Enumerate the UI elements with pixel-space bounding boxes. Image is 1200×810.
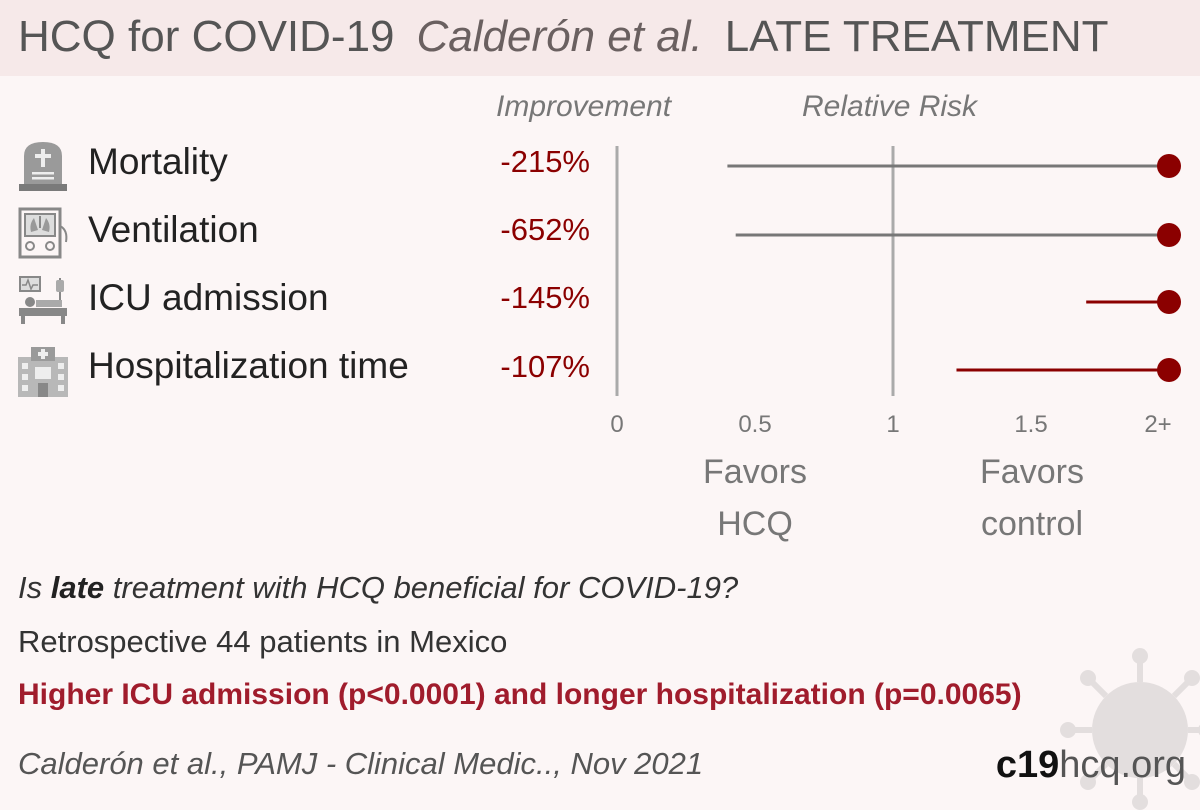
- improvement-hospitalization-time: -107%: [500, 349, 590, 384]
- improvement-column-header: Improvement: [496, 90, 672, 123]
- page-title: HCQ for COVID-19 Calderón et al. LATE TREA…: [18, 12, 1109, 62]
- x-tick-label: 2+: [1144, 411, 1171, 438]
- title-study: Calderón et al.: [416, 12, 703, 61]
- outcome-label-hospitalization-time: Hospitalization time: [88, 345, 409, 386]
- study-description: Retrospective 44 patients in Mexico: [18, 624, 508, 659]
- title-left: HCQ for COVID-19: [18, 12, 395, 61]
- rr-point-icu-admission: [1157, 290, 1181, 314]
- favors-control-label: Favors control: [980, 453, 1084, 543]
- outcome-label-ventilation: Ventilation: [88, 209, 259, 250]
- improvement-ventilation: -652%: [500, 212, 590, 247]
- outcome-label-icu-admission: ICU admission: [88, 277, 329, 318]
- header-bar: HCQ for COVID-19 Calderón et al. LATE TREA…: [0, 0, 1200, 76]
- x-tick-label: 1: [886, 411, 899, 438]
- hospital-icon: [18, 347, 68, 397]
- improvement-mortality: -215%: [500, 144, 590, 179]
- study-conclusion: Higher ICU admission (p<0.0001) and long…: [18, 678, 1022, 711]
- rr-point-hospitalization-time: [1157, 358, 1181, 382]
- favors-hcq-label: Favors HCQ: [703, 453, 807, 543]
- x-tick-label: 0: [610, 411, 623, 438]
- title-treatment: LATE TREATMENT: [724, 12, 1109, 61]
- relative-risk-column-header: Relative Risk: [802, 90, 978, 123]
- virus-icon: [1060, 648, 1200, 810]
- study-question: Is late treatment with HCQ beneficial fo…: [18, 570, 739, 605]
- citation: Calderón et al., PAMJ - Clinical Medic..…: [18, 746, 704, 781]
- rr-point-mortality: [1157, 154, 1181, 178]
- icu-bed-icon: [19, 276, 67, 324]
- brand-logo[interactable]: c19hcq.org: [995, 744, 1186, 786]
- rr-point-ventilation: [1157, 223, 1181, 247]
- gravestone-icon: [19, 142, 67, 191]
- outcome-label-mortality: Mortality: [88, 141, 228, 182]
- improvement-icu-admission: -145%: [500, 280, 590, 315]
- x-tick-label: 1.5: [1014, 411, 1047, 438]
- ventilator-icon: [18, 207, 68, 259]
- x-tick-label: 0.5: [738, 411, 771, 438]
